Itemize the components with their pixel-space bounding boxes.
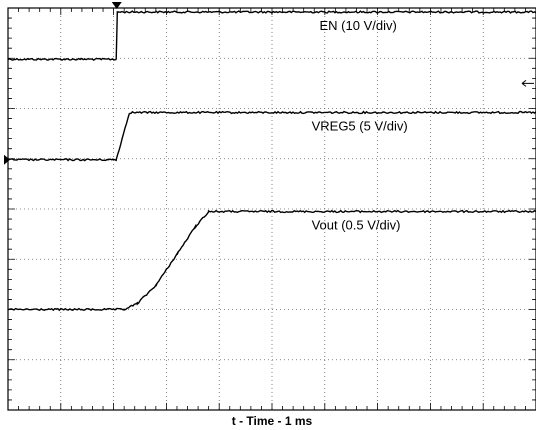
trace-labels: EN (10 V/div) VREG5 (5 V/div) Vout (0.5 …	[312, 18, 408, 232]
series-label-vreg5: VREG5 (5 V/div)	[312, 119, 408, 134]
grid	[8, 8, 536, 410]
series-label-en: EN (10 V/div)	[320, 18, 397, 33]
markers	[4, 2, 534, 165]
trace-vreg5	[7, 110, 536, 162]
series-label-vout: Vout (0.5 V/div)	[312, 218, 401, 233]
trigger-position-marker	[111, 2, 122, 9]
plot-frame	[7, 7, 536, 411]
channel-ground-marker	[4, 154, 10, 165]
trace-en	[7, 10, 536, 61]
trace-vout	[7, 209, 536, 312]
traces	[7, 10, 536, 312]
x-axis-label: t - Time - 1 ms	[232, 414, 313, 428]
trigger-level-arrow-icon	[521, 79, 534, 87]
